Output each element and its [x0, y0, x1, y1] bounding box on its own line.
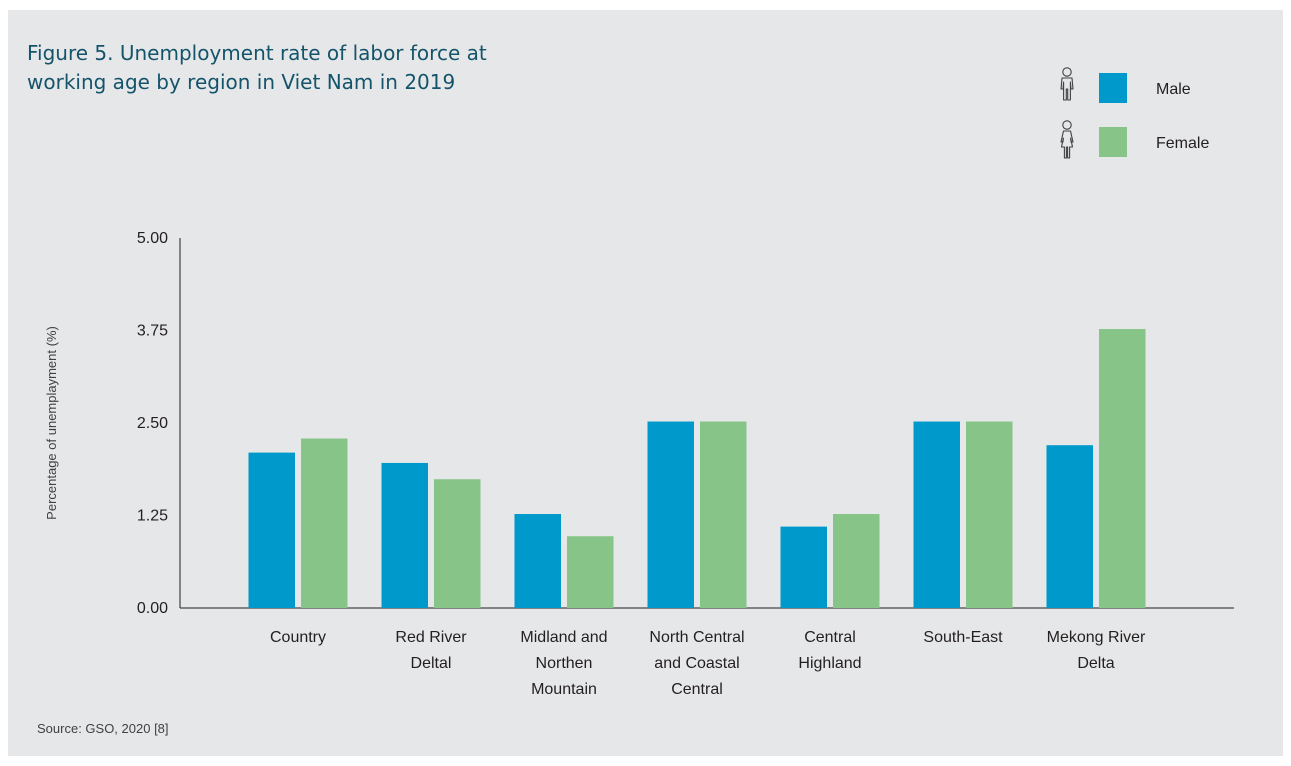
- bar-male: [1046, 445, 1093, 608]
- bar-male: [514, 514, 561, 608]
- x-tick-label: Highland: [798, 655, 861, 672]
- bar-female: [1099, 329, 1146, 608]
- y-tick-label: 2.50: [137, 415, 168, 432]
- x-tick-label: South-East: [923, 629, 1003, 646]
- x-tick-label: Mountain: [531, 681, 597, 698]
- bar-male: [647, 421, 694, 608]
- y-tick-label: 0.00: [137, 600, 168, 617]
- bar-female: [567, 536, 614, 608]
- x-tick-label: Red River: [395, 629, 467, 646]
- figure-title-line-2: working age by region in Viet Nam in 201…: [27, 70, 456, 94]
- x-tick-label: Northen: [536, 655, 593, 672]
- bar-female: [700, 421, 747, 608]
- bar-female: [833, 514, 880, 608]
- figure-title: Figure 5. Unemployment rate of labor for…: [27, 39, 627, 97]
- x-tick-label: Central: [804, 629, 856, 646]
- legend-item-male: Male: [1060, 67, 1191, 103]
- bar-female: [966, 421, 1013, 608]
- bar-male: [381, 462, 428, 608]
- x-tick-label: North Central: [649, 629, 744, 646]
- x-tick-label: Central: [671, 681, 723, 698]
- bar-male: [913, 421, 960, 608]
- x-tick-label: Deltal: [411, 655, 452, 672]
- y-tick-label: 3.75: [137, 323, 168, 340]
- bar-male: [780, 526, 827, 608]
- legend-swatch-male: [1099, 73, 1127, 103]
- figure-panel: [8, 10, 1283, 756]
- bar-female: [301, 438, 348, 608]
- source-note: Source: GSO, 2020 [8]: [37, 721, 169, 736]
- figure-title-line-1: Figure 5. Unemployment rate of labor for…: [27, 41, 487, 65]
- legend: Male Female: [1060, 67, 1209, 159]
- female-person-icon: [1060, 120, 1074, 159]
- x-tick-label: Mekong River: [1047, 629, 1146, 646]
- y-tick-label: 5.00: [137, 230, 168, 247]
- legend-label-male: Male: [1156, 81, 1191, 98]
- x-tick-label: Midland and: [520, 629, 607, 646]
- plot-area: 0.00 1.25 2.50 3.75 5.00 Percentage of unempl…: [44, 230, 1234, 698]
- y-tick-label: 1.25: [137, 508, 168, 525]
- x-tick-label: and Coastal: [654, 655, 739, 672]
- y-axis-label: Percentage of unemplayment (%): [44, 326, 59, 520]
- legend-swatch-female: [1099, 127, 1127, 157]
- legend-item-female: Female: [1060, 120, 1209, 159]
- bar-female: [434, 479, 481, 608]
- male-person-icon: [1060, 67, 1074, 101]
- legend-label-female: Female: [1156, 135, 1209, 152]
- bar-male: [248, 452, 295, 608]
- x-tick-label: Delta: [1077, 655, 1114, 672]
- x-tick-label: Country: [270, 629, 326, 646]
